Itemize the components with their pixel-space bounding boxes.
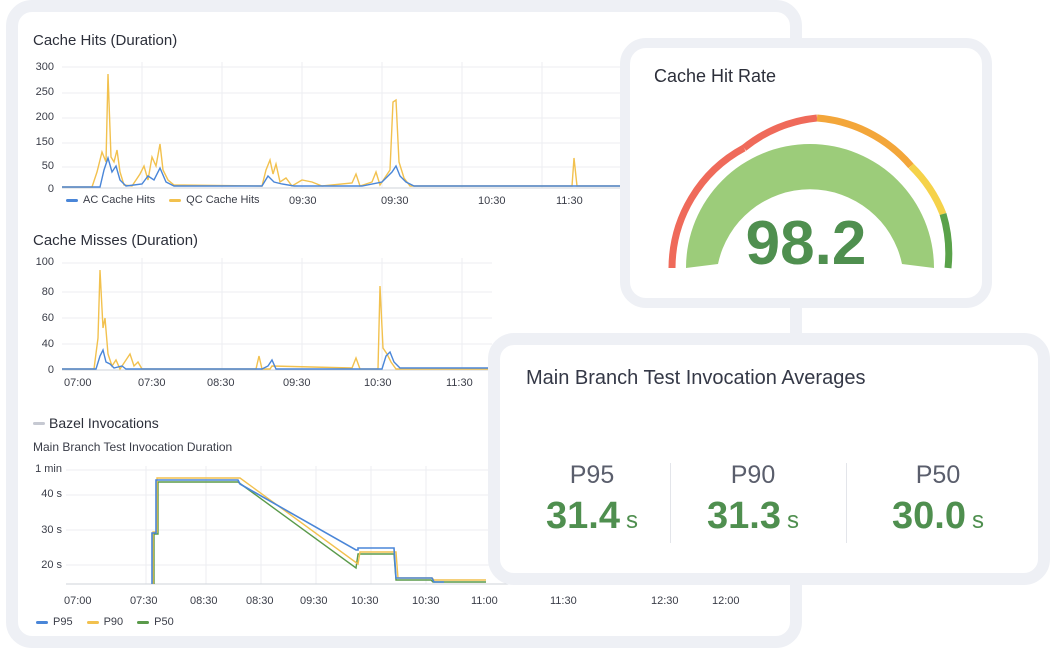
x-tick: 11:00 (471, 595, 498, 607)
y-tick: 60 (41, 312, 54, 324)
x-tick: 07:30 (130, 595, 158, 607)
gauge-value: 98.2 (745, 209, 867, 278)
bazel-section-label[interactable]: Bazel Invocations (49, 415, 159, 431)
x-tick: 10:30 (412, 595, 440, 607)
x-tick: 08:30 (207, 377, 235, 389)
legend-swatch-p90 (86, 620, 99, 624)
collapse-indicator-icon[interactable] (33, 422, 45, 425)
legend-label: QC Cache Hits (186, 194, 260, 206)
legend-label: P90 (103, 616, 124, 628)
averages-title: Main Branch Test Invocation Averages (526, 367, 866, 389)
legend-swatch-ac (66, 198, 78, 202)
y-tick: 30 s (41, 524, 62, 536)
legend-item-p90[interactable]: P90 (86, 616, 124, 628)
legend-label: AC Cache Hits (83, 194, 156, 206)
legend-swatch-p50 (137, 620, 150, 624)
legend-item-p95[interactable]: P95 (36, 616, 73, 628)
y-tick: 0 (47, 183, 54, 195)
x-tick: 09:30 (289, 195, 317, 207)
legend-swatch-qc (169, 198, 182, 202)
cache-misses-title: Cache Misses (Duration) (33, 232, 199, 249)
stat-label-p50: P50 (915, 461, 961, 489)
stat-unit: s (786, 507, 799, 534)
legend-swatch-p95 (36, 620, 48, 624)
cache-misses-plot (62, 258, 492, 371)
x-tick: 08:30 (246, 595, 274, 607)
invocation-averages-card: Main Branch Test Invocation Averages P95… (488, 333, 1050, 585)
divider (846, 463, 847, 543)
cache-hits-legend: AC Cache Hits QC Cache Hits (66, 194, 260, 206)
y-tick: 40 s (41, 488, 62, 500)
x-tick: 10:30 (478, 195, 506, 207)
y-tick: 150 (35, 136, 54, 148)
stat-number: 31.3 (707, 495, 781, 537)
gauge-title: Cache Hit Rate (654, 66, 777, 86)
cache-hit-rate-card: Cache Hit Rate 98.2 (620, 38, 992, 308)
stat-number: 31.4 (546, 495, 620, 537)
stat-value-p95: 31.4 s (507, 495, 677, 538)
gauge-dial (668, 114, 953, 269)
x-tick: 07:00 (64, 377, 92, 389)
stat-value-p50: 30.0 s (853, 495, 1023, 538)
stat-unit: s (971, 507, 984, 534)
y-tick: 20 s (41, 559, 62, 571)
stat-unit: s (625, 507, 638, 534)
stat-number: 30.0 (892, 495, 966, 537)
x-tick: 11:30 (550, 595, 577, 607)
x-tick: 08:30 (190, 595, 218, 607)
x-tick: 12:30 (651, 595, 679, 607)
y-tick: 300 (35, 61, 54, 73)
divider (670, 463, 671, 543)
x-tick: 10:30 (364, 377, 392, 389)
stat-label-p95: P95 (569, 461, 615, 489)
bazel-legend: P95 P90 P50 (36, 616, 174, 628)
stat-value-p90: 31.3 s (668, 495, 838, 538)
legend-item-p50[interactable]: P50 (137, 616, 174, 628)
legend-label: P50 (154, 616, 174, 628)
bazel-chart-title: Main Branch Test Invocation Duration (33, 440, 233, 454)
y-tick: 100 (35, 256, 54, 268)
y-tick: 1 min (35, 463, 62, 475)
x-tick: 12:00 (712, 595, 740, 607)
y-tick: 200 (35, 111, 54, 123)
x-tick: 07:00 (64, 595, 92, 607)
x-tick: 07:30 (138, 377, 166, 389)
legend-item-ac[interactable]: AC Cache Hits (66, 194, 155, 206)
y-tick: 0 (47, 364, 54, 376)
cache-hits-plot (62, 62, 622, 189)
x-tick: 09:30 (300, 595, 328, 607)
y-tick: 80 (41, 286, 54, 298)
stat-label-p90: P90 (730, 461, 776, 489)
x-tick: 09:30 (381, 195, 409, 207)
x-tick: 09:30 (283, 377, 311, 389)
x-tick: 11:30 (446, 377, 473, 389)
x-tick: 11:30 (556, 195, 583, 207)
cache-hits-title: Cache Hits (Duration) (33, 32, 178, 49)
legend-label: P95 (53, 616, 73, 628)
x-tick: 10:30 (351, 595, 379, 607)
y-tick: 50 (41, 160, 54, 172)
y-tick: 250 (35, 86, 54, 98)
y-tick: 40 (41, 338, 54, 350)
legend-item-qc[interactable]: QC Cache Hits (169, 194, 260, 206)
